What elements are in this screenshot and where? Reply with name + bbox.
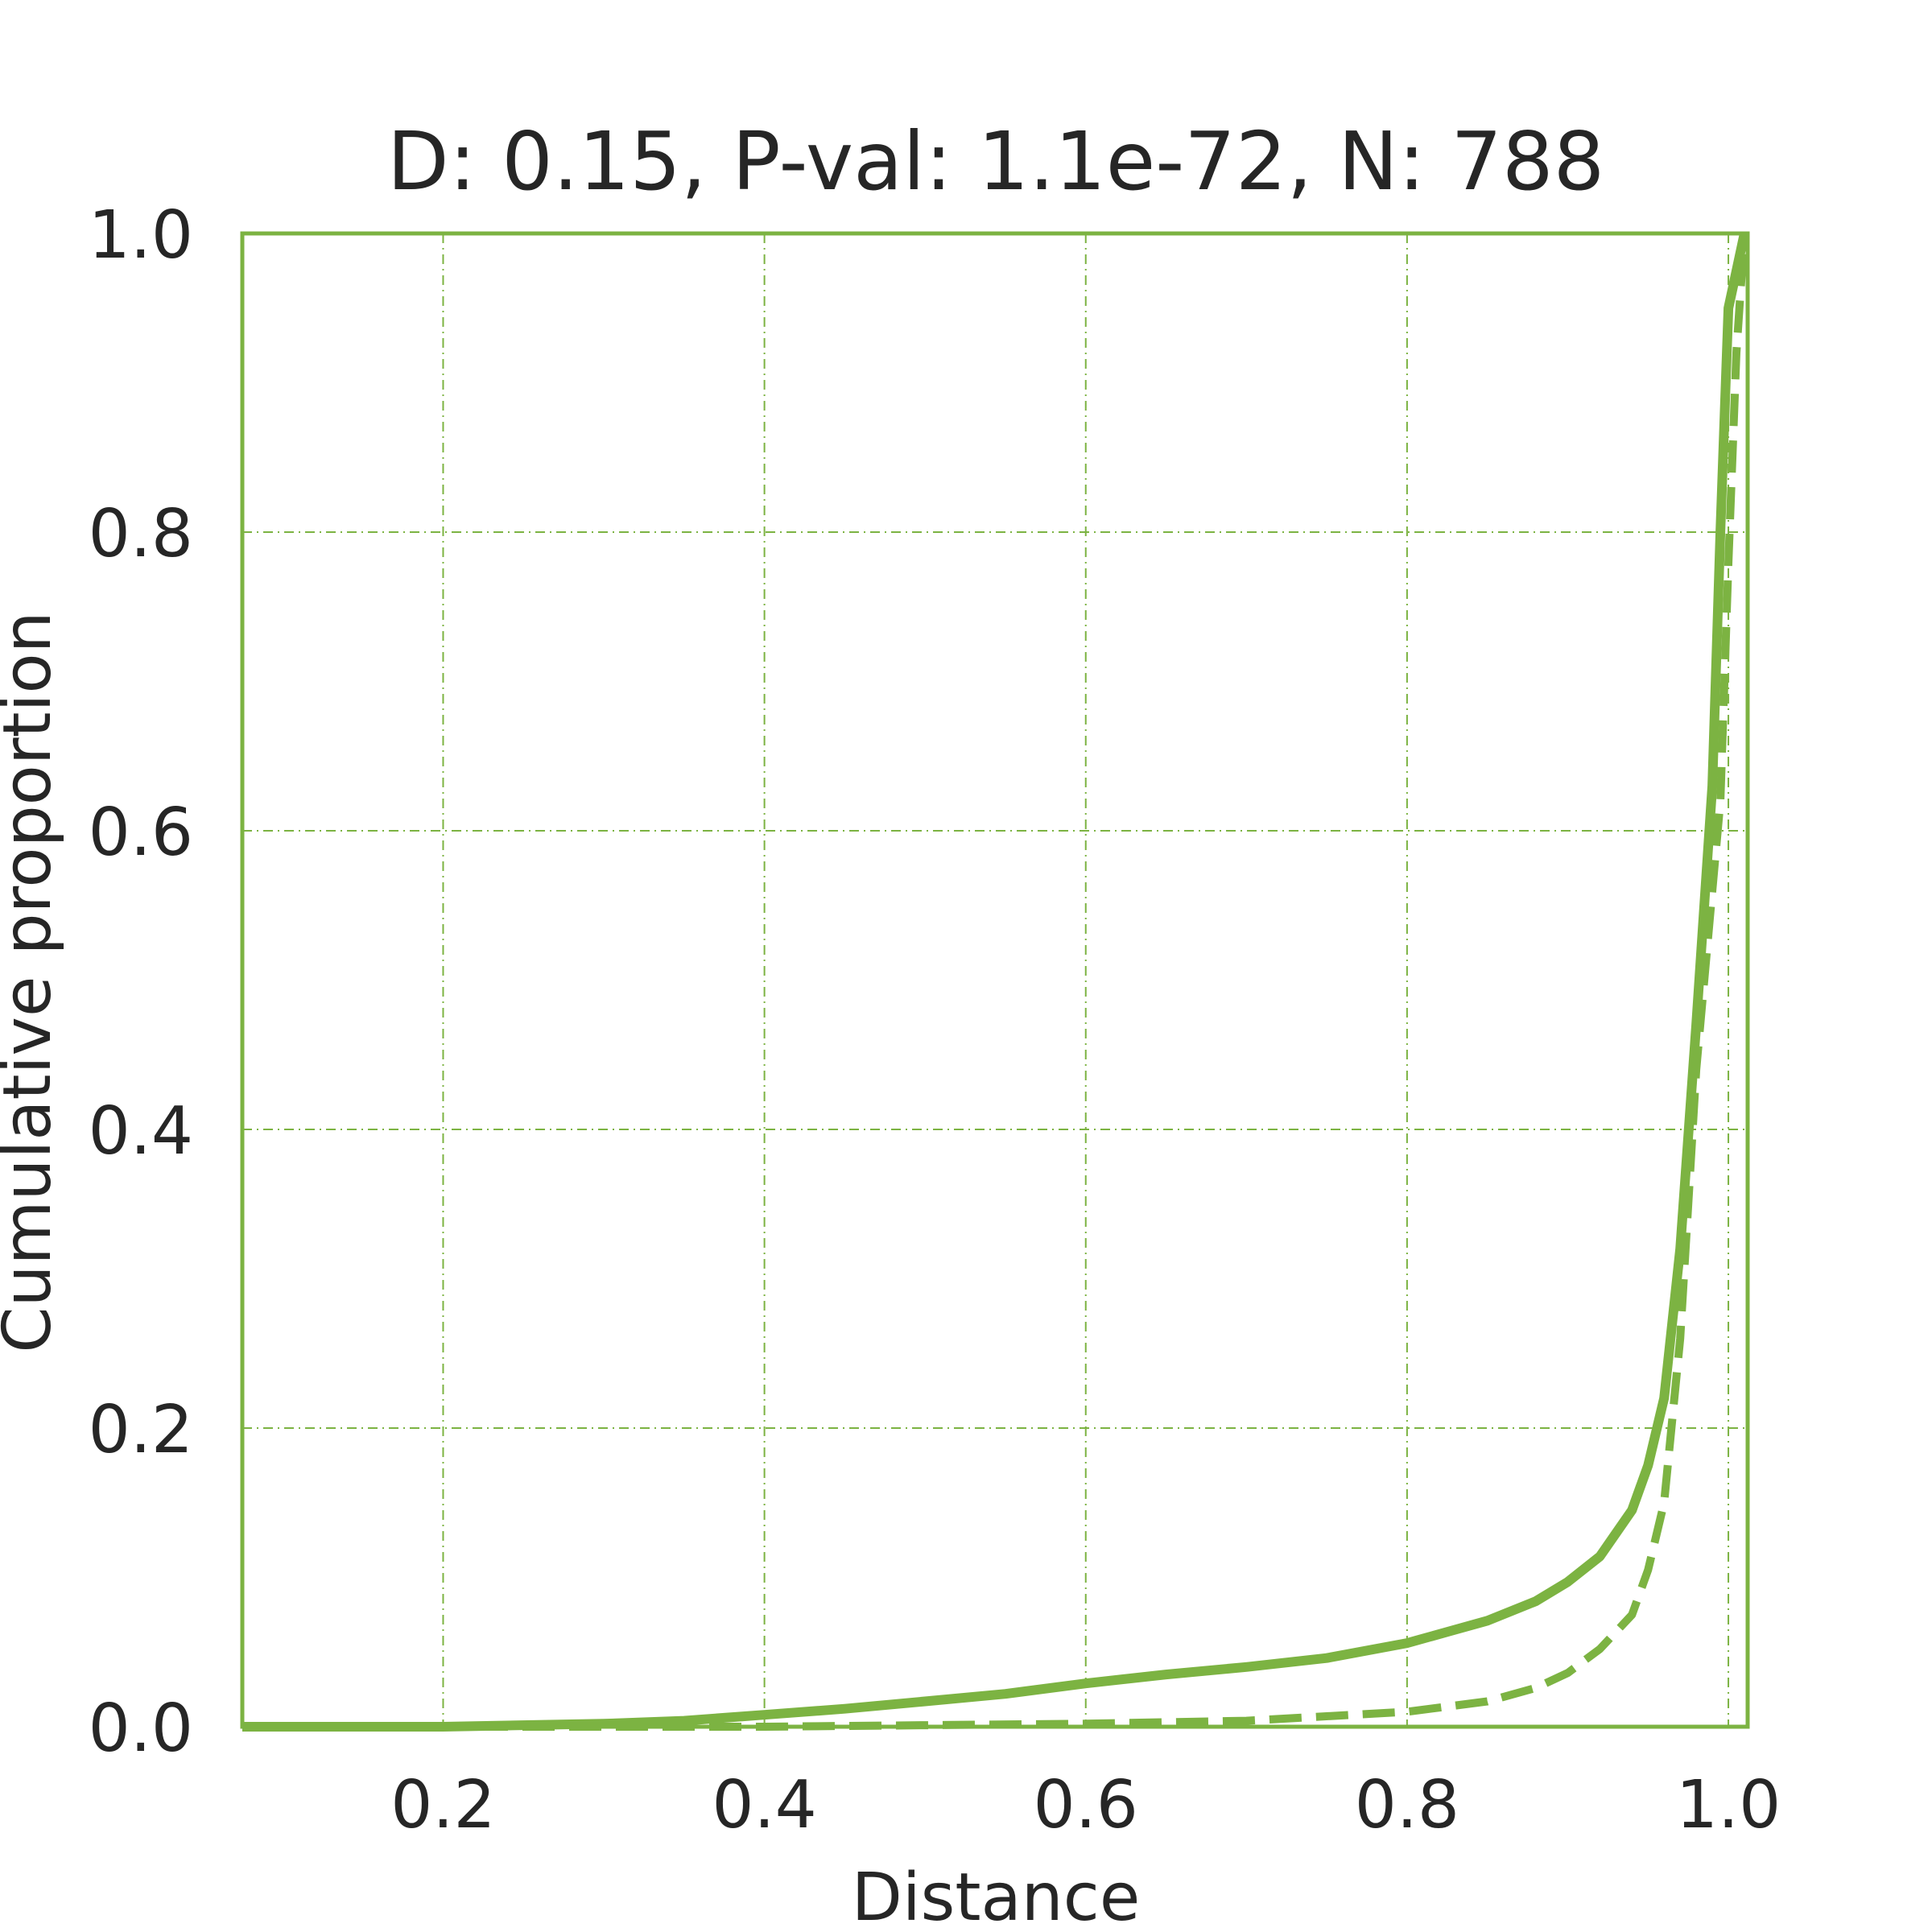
y-tick-label: 1.0	[89, 197, 193, 274]
x-tick-label: 0.4	[712, 1767, 816, 1843]
y-tick-label: 0.6	[89, 795, 193, 871]
chart-title: D: 0.15, P-val: 1.1e-72, N: 788	[387, 114, 1605, 208]
y-tick-label: 0.8	[89, 496, 193, 572]
x-tick-label: 0.8	[1355, 1767, 1459, 1843]
plot-frame	[240, 231, 1750, 1729]
x-tick-label: 1.0	[1676, 1767, 1781, 1843]
series-line-solid	[242, 232, 1749, 1732]
y-axis-label: Cumulative proportion	[0, 611, 66, 1352]
y-tick-labels: 0.0 0.2 0.4 0.6 0.8 1.0	[89, 197, 193, 1767]
y-tick-label: 0.0	[89, 1690, 193, 1767]
x-axis-label: Distance	[852, 1860, 1141, 1932]
y-tick-label: 0.2	[89, 1392, 193, 1468]
x-tick-labels: 0.2 0.4 0.6 0.8 1.0	[390, 1767, 1781, 1843]
x-tick-label: 0.2	[390, 1767, 495, 1843]
x-tick-label: 0.6	[1034, 1767, 1138, 1843]
y-tick-label: 0.4	[89, 1093, 193, 1170]
grid-lines	[242, 233, 1748, 1727]
series-layer	[242, 232, 1749, 1732]
series-line-dashed	[242, 233, 1748, 1731]
